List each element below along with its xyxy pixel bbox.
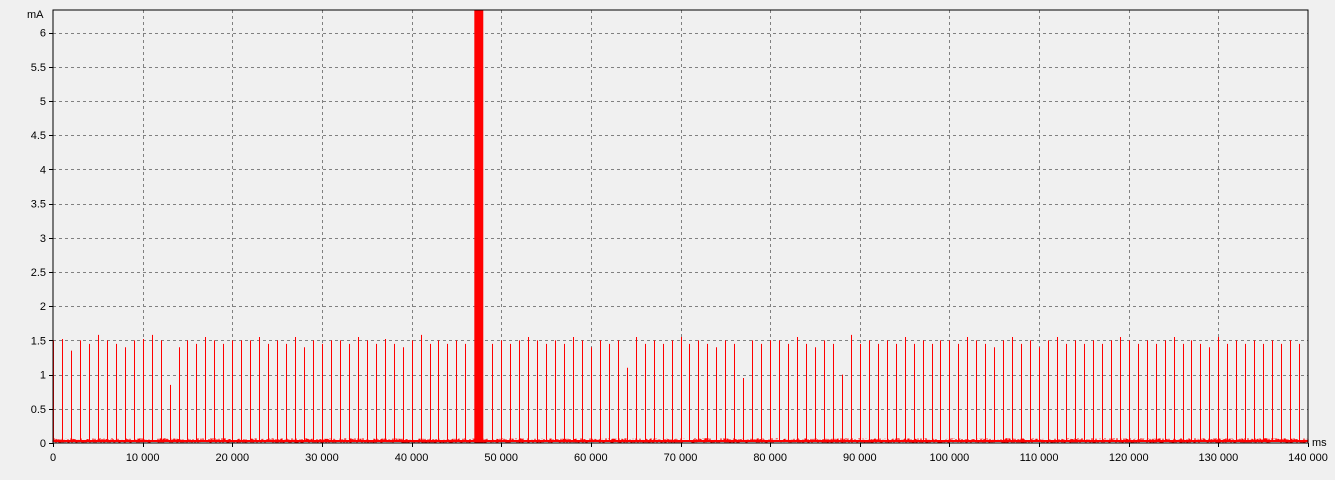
x-tick-label: 100 000 xyxy=(930,452,970,464)
x-tick-label: 80 000 xyxy=(753,452,787,464)
x-axis-ticks: 0 10 000 20 000 30 000 40 000 50 000 60 000 70 … xyxy=(50,443,1328,464)
y-tick-label: 0.5 xyxy=(31,404,46,416)
x-tick-label: 90 000 xyxy=(843,452,877,464)
y-tick-label: 4.5 xyxy=(31,130,46,142)
x-tick-label: 70 000 xyxy=(664,452,698,464)
y-tick-label: 4 xyxy=(40,164,46,176)
y-tick-label: 2 xyxy=(40,301,46,313)
data-series xyxy=(52,10,1309,443)
x-tick-label: 130 000 xyxy=(1198,452,1238,464)
y-axis-ticks: 0 0.5 1 1.5 2 2.5 3 3.5 4 4.5 5 5.5 6 xyxy=(31,28,53,450)
x-tick-label: 50 000 xyxy=(484,452,518,464)
x-tick-label: 140 000 xyxy=(1288,452,1328,464)
x-tick-label: 30 000 xyxy=(305,452,339,464)
plot-frame xyxy=(52,9,1309,444)
plot-area xyxy=(53,10,1308,443)
y-tick-label: 1.5 xyxy=(31,335,46,347)
x-axis-label: ms xyxy=(1312,437,1327,449)
x-tick-label: 0 xyxy=(50,452,56,464)
x-tick-label: 10 000 xyxy=(126,452,160,464)
y-tick-label: 1 xyxy=(40,370,46,382)
y-tick-label: 3.5 xyxy=(31,199,46,211)
y-tick-label: 6 xyxy=(40,28,46,40)
y-tick-label: 5.5 xyxy=(31,62,46,74)
x-tick-label: 60 000 xyxy=(574,452,608,464)
y-tick-label: 5 xyxy=(40,96,46,108)
y-tick-label: 3 xyxy=(40,233,46,245)
y-tick-label: 0 xyxy=(40,438,46,450)
x-tick-label: 20 000 xyxy=(215,452,249,464)
burst-block xyxy=(474,10,484,443)
y-axis-label: mA xyxy=(27,9,44,21)
y-tick-label: 2.5 xyxy=(31,267,46,279)
x-tick-label: 40 000 xyxy=(395,452,429,464)
x-tick-label: 120 000 xyxy=(1109,452,1149,464)
x-tick-label: 110 000 xyxy=(1020,452,1059,464)
